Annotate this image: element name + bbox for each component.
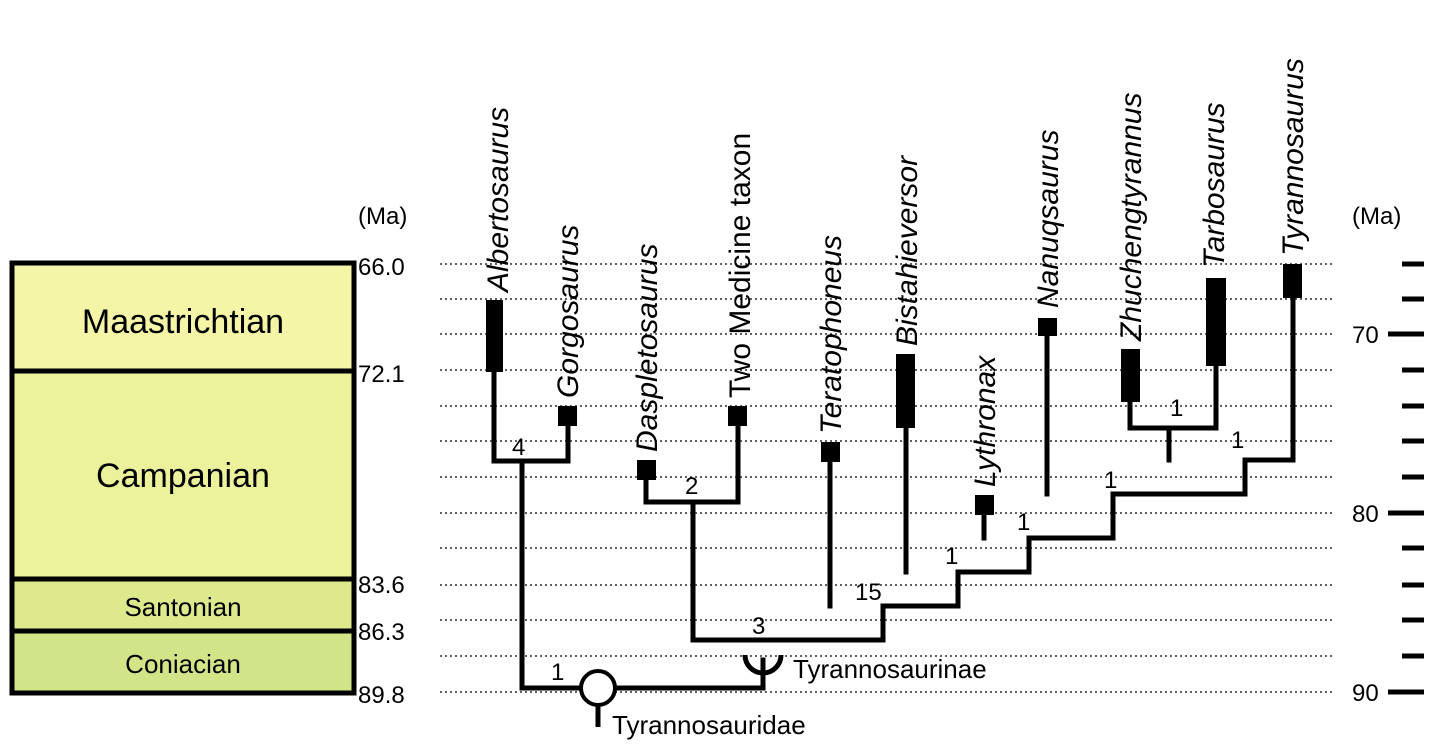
taxon-label-albertosaurus: Albertosaurus	[482, 107, 515, 294]
left-tick-89: 89.8	[358, 682, 405, 709]
left-tick-86: 86.3	[358, 619, 405, 646]
tree-branches	[491, 295, 1296, 691]
stage-label-maastrichtian: Maastrichtian	[82, 303, 284, 341]
range-bar-tyrannosaurus	[1283, 264, 1302, 298]
taxon-label-gorgosaurus: Gorgosaurus	[552, 225, 585, 398]
tyrannosaurinae-node-icon	[742, 654, 784, 676]
range-bar-nanuqsaurus	[1038, 318, 1057, 336]
node-value: 1	[1104, 467, 1117, 494]
node-value: 3	[752, 613, 765, 640]
right-tick-70: 70	[1352, 322, 1379, 349]
node-value: 4	[512, 434, 525, 461]
taxon-label-teratophoneus: Teratophoneus	[815, 235, 848, 434]
right-tick-90: 90	[1352, 680, 1379, 707]
node-value: 1	[945, 543, 958, 570]
stage-label-coniacian: Coniacian	[125, 649, 241, 679]
node-value: 1	[1231, 427, 1244, 454]
stage-box-campanian	[9, 368, 357, 582]
range-bar-gorgosaurus	[558, 406, 577, 426]
taxon-label-bistahieversor: Bistahieversor	[891, 155, 924, 346]
taxon-label-daspletosaurus: Daspletosaurus	[631, 244, 664, 452]
gridlines	[440, 263, 1332, 693]
taxon-label-tarbosaurus: Tarbosaurus	[1198, 102, 1231, 268]
right-axis-unit: (Ma)	[1352, 203, 1401, 230]
range-bar-lythronax	[975, 495, 994, 515]
range-bar-teratophoneus	[821, 442, 840, 462]
range-bars	[486, 264, 1302, 515]
range-bar-bistahieversor	[896, 354, 915, 428]
node-value: 1	[1170, 395, 1183, 422]
stage-label-santonian: Santonian	[124, 592, 241, 622]
stage-label-campanian: Campanian	[96, 457, 270, 495]
range-bar-tarbosaurus	[1206, 278, 1226, 366]
taxon-label-lythronax: Lythronax	[969, 355, 1002, 487]
left-tick-66: 66.0	[358, 254, 405, 281]
clade-label-tyrannosauridae: Tyrannosauridae	[612, 710, 806, 740]
right-tick-80: 80	[1352, 501, 1379, 528]
range-bar-albertosaurus	[486, 300, 503, 372]
clade-label-tyrannosaurinae: Tyrannosaurinae	[793, 654, 987, 684]
stage-box-coniacian	[9, 628, 357, 696]
node-value: 1	[1017, 509, 1030, 536]
node-value: 2	[685, 473, 698, 500]
range-bar-two-medicine	[728, 406, 747, 426]
right-axis-ticks	[1388, 261, 1424, 695]
left-tick-72: 72.1	[358, 361, 405, 388]
left-axis-unit: (Ma)	[358, 203, 407, 230]
taxon-label-two-medicine-taxon: Two Medicine taxon	[724, 133, 757, 398]
stage-box-maastrichtian	[9, 260, 357, 374]
tyrannosauridae-node-icon	[579, 669, 617, 707]
node-value: 15	[855, 579, 882, 606]
node-value: 1	[551, 659, 564, 686]
taxon-label-zhuchengtyrannus: Zhuchengtyrannus	[1115, 93, 1148, 343]
left-tick-83: 83.6	[358, 572, 405, 599]
taxon-label-nanuqsaurus: Nanuqsaurus	[1032, 130, 1065, 308]
taxon-label-tyrannosaurus: Tyrannosaurus	[1277, 58, 1310, 256]
range-bar-daspletosaurus	[637, 460, 656, 480]
range-bar-zhuchengtyrannus	[1121, 349, 1140, 402]
